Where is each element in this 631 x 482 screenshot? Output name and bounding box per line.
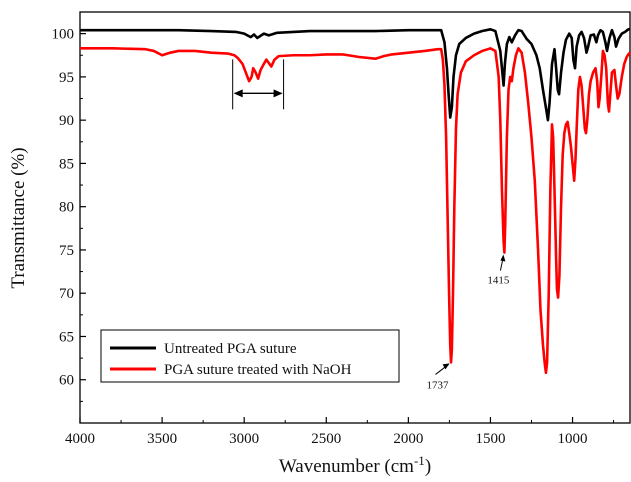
x-tick-label: 1500 (475, 431, 505, 447)
x-tick-label: 4000 (65, 431, 95, 447)
x-axis-ticks: 4000 3500 3000 2500 2000 1500 1000 (65, 417, 615, 447)
annotation-1415: 1415 (487, 275, 510, 287)
y-tick-label: 80 (59, 200, 74, 216)
series-line-untreated (80, 28, 630, 122)
peak-annotations: 1737 1415 (427, 254, 510, 391)
plot-frame (79, 11, 631, 424)
y-tick-label: 95 (59, 70, 74, 86)
legend: Untreated PGA suture PGA suture treated … (100, 329, 400, 383)
annotation-1737: 1737 (427, 379, 450, 391)
x-tick-label: 1000 (558, 431, 588, 447)
annotation-arrowhead-1737 (442, 363, 450, 370)
y-tick-label: 60 (59, 373, 74, 389)
y-tick-label: 100 (52, 27, 75, 43)
plot-area-border (79, 11, 631, 424)
series-line-naoh (80, 47, 631, 375)
x-axis-title-close: ) (425, 456, 431, 477)
x-axis-title-superscript: -1 (414, 453, 425, 468)
x-tick-label: 3000 (229, 431, 259, 447)
y-tick-label: 70 (59, 286, 74, 302)
series-layer (80, 28, 631, 375)
x-tick-label: 3500 (147, 431, 177, 447)
range-marker-arrow-left (233, 89, 243, 98)
range-marker (232, 59, 285, 110)
x-axis-title-main: Wavenumber (cm (279, 456, 414, 477)
y-tick-label: 85 (59, 156, 74, 172)
y-tick-label: 75 (59, 243, 74, 259)
x-tick-label: 2000 (393, 431, 423, 447)
legend-label-untreated: Untreated PGA suture (164, 341, 297, 357)
annotation-arrowhead-1415 (500, 254, 506, 262)
x-tick-label: 2500 (311, 431, 341, 447)
y-tick-label: 90 (59, 113, 74, 129)
y-axis-title: Transmittance (%) (8, 147, 29, 288)
y-axis-ticks: 60 65 70 75 80 85 90 95 100 (52, 27, 86, 402)
range-marker-arrow-right (273, 89, 283, 98)
legend-box (100, 329, 400, 383)
y-tick-label: 65 (59, 329, 74, 345)
x-axis-title: Wavenumber (cm-1) (279, 453, 431, 477)
legend-label-naoh: PGA suture treated with NaOH (164, 362, 352, 378)
